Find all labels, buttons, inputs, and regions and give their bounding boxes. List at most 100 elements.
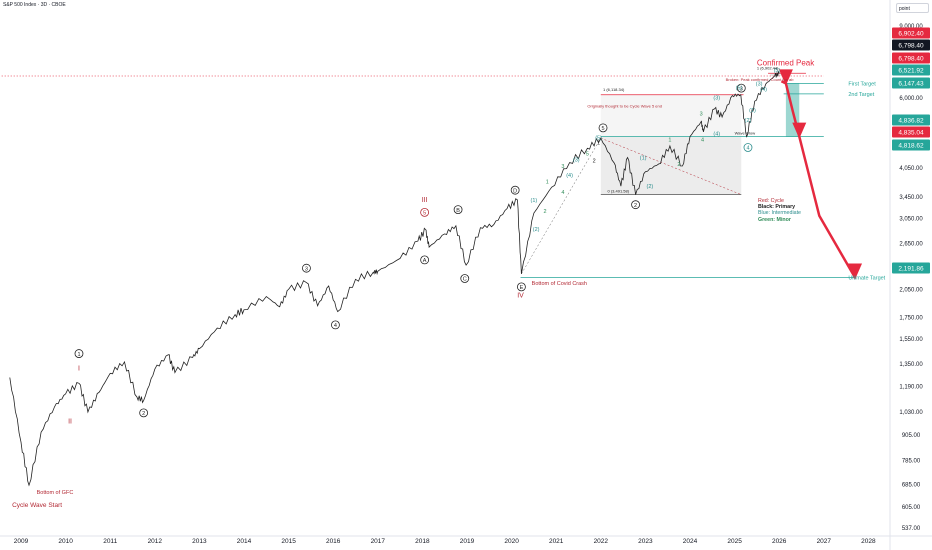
- minor-wave-label: (3): [713, 96, 720, 102]
- y-tick-label: 1,030.00: [899, 410, 923, 416]
- y-tick-label: 3,450.00: [899, 195, 923, 201]
- x-tick-label: 2014: [237, 538, 252, 545]
- roman-wave-label: II: [68, 419, 72, 426]
- minor-wave-label: (1): [531, 198, 538, 204]
- unit-selector[interactable]: point: [896, 3, 929, 13]
- x-tick-label: 2026: [772, 538, 787, 545]
- wave-label: 4: [746, 146, 749, 152]
- minor-wave-label: 1: [668, 138, 671, 144]
- minor-wave-label: 1: [546, 179, 549, 185]
- y-tick-label: 1,350.00: [899, 362, 923, 368]
- price-tag-label: 2,191.86: [898, 266, 924, 273]
- minor-wave-label: (5): [595, 135, 602, 141]
- minor-wave-label: 1: [597, 141, 600, 147]
- price-tag-label: 6,798.40: [898, 43, 924, 50]
- y-tick-label: 3,050.00: [899, 217, 923, 223]
- y-tick-label: 537.00: [902, 526, 921, 532]
- wave-label-circle: [736, 83, 746, 93]
- x-tick-label: 2012: [148, 538, 163, 545]
- minor-wave-label: (2): [745, 118, 752, 124]
- price-tag: [892, 126, 930, 138]
- wave-label-circle: [743, 143, 753, 152]
- price-tag: [892, 262, 930, 274]
- wave-label: B: [456, 208, 460, 214]
- minor-wave-label: 4: [701, 138, 704, 144]
- minor-wave-label: (5): [736, 86, 743, 92]
- x-tick-label: 2011: [103, 538, 117, 545]
- minor-wave-label: 2: [544, 209, 547, 215]
- price-line: [9, 70, 780, 487]
- minor-wave-label: (4): [566, 173, 573, 179]
- wave-label: 5: [423, 211, 426, 217]
- wave-label: 1: [77, 352, 80, 358]
- y-tick-label: 685.00: [902, 483, 921, 489]
- annotation-broken-peak: Broken: Peak confirmed, Count the ab: [726, 77, 795, 82]
- arrow-ultimate: [798, 136, 857, 279]
- minor-wave-label: (4): [713, 132, 720, 138]
- price-tag: [892, 114, 930, 126]
- wave-label-circle: [331, 320, 340, 330]
- arrow-peak-head: [778, 69, 793, 86]
- y-tick-label: 4,050.00: [899, 166, 923, 172]
- roman-wave-label: I: [78, 366, 80, 373]
- wave-label: 4: [334, 323, 337, 329]
- price-tag-label: 6,902.40: [898, 31, 924, 38]
- wave-label: E: [520, 285, 524, 291]
- wave-label: D: [513, 188, 517, 194]
- wave-label-circle: [420, 255, 430, 265]
- price-tag-label: 6,147.43: [898, 81, 924, 88]
- legend: Red: Cycle Black: Primary Blue: Intermed…: [758, 198, 801, 223]
- wave-label-circle: [460, 274, 470, 283]
- minor-wave-label: (2): [646, 184, 653, 190]
- legend-minor: Green: Minor: [758, 216, 791, 223]
- wave-label-circle: [510, 185, 520, 195]
- chart-title: S&P 500 Index · 3D · CBOE: [3, 2, 66, 8]
- wave-label: 5: [601, 126, 604, 132]
- annotation-confirmed-peak: Confirmed Peak: [757, 59, 815, 68]
- annotation-gfc-bottom: Bottom of GFC: [37, 490, 74, 496]
- annotation-first-target: First Target: [848, 81, 876, 87]
- x-tick-label: 2015: [281, 538, 296, 545]
- x-tick-label: 2027: [817, 538, 832, 545]
- fib-box: [600, 94, 742, 137]
- minor-wave-label: 2: [677, 162, 680, 168]
- x-tick-label: 2022: [594, 538, 609, 545]
- x-tick-label: 2020: [504, 538, 519, 545]
- trend-dashed-2: [600, 137, 742, 195]
- minor-wave-label: 5: [586, 151, 589, 157]
- x-tick-label: 2016: [326, 538, 341, 545]
- y-tick-label: 1,190.00: [899, 384, 923, 390]
- legend-cycle: Red: Cycle: [758, 198, 784, 204]
- wave-label: C: [463, 277, 467, 283]
- minor-wave-label: (1): [640, 156, 647, 162]
- x-tick-label: 2018: [415, 538, 430, 545]
- x-tick-label: 2019: [460, 538, 475, 545]
- price-tag: [892, 77, 930, 89]
- price-tag: [892, 52, 930, 64]
- wave-label: 2: [634, 203, 637, 209]
- y-tick-label: 2,650.00: [899, 242, 923, 248]
- annotation-second-target: 2nd Target: [848, 92, 874, 98]
- x-tick-label: 2013: [192, 538, 207, 545]
- roman-wave-label: III: [422, 197, 428, 204]
- annotation-covid-bottom: Bottom of Covid Crash: [532, 281, 587, 287]
- minor-wave-label: 2: [593, 159, 596, 165]
- x-tick-label: 2025: [727, 538, 742, 545]
- x-tick-label: 2010: [58, 538, 73, 545]
- wave-label-circle: [453, 205, 463, 214]
- wave-label: A: [423, 258, 427, 264]
- price-tag-label: 6,798.40: [898, 56, 924, 63]
- y-tick-label: 905.00: [902, 433, 921, 439]
- minor-wave-label: 3: [561, 164, 564, 170]
- wave-label-circle: [302, 263, 311, 273]
- annotation-wave4-low: Wave 4 low: [735, 130, 756, 135]
- x-tick-label: 2028: [861, 538, 876, 545]
- annotation-cycle-start: Cycle Wave Start: [12, 502, 62, 509]
- annotation-fib-1a: 1 (6,902.44): [757, 65, 779, 70]
- annotation-originally: Originally thought to be Cycle Wave 5 en…: [587, 103, 662, 108]
- wave-label: 3: [740, 86, 743, 92]
- y-tick-label: 1,550.00: [899, 337, 923, 343]
- y-tick-label: 6,000.00: [899, 96, 923, 102]
